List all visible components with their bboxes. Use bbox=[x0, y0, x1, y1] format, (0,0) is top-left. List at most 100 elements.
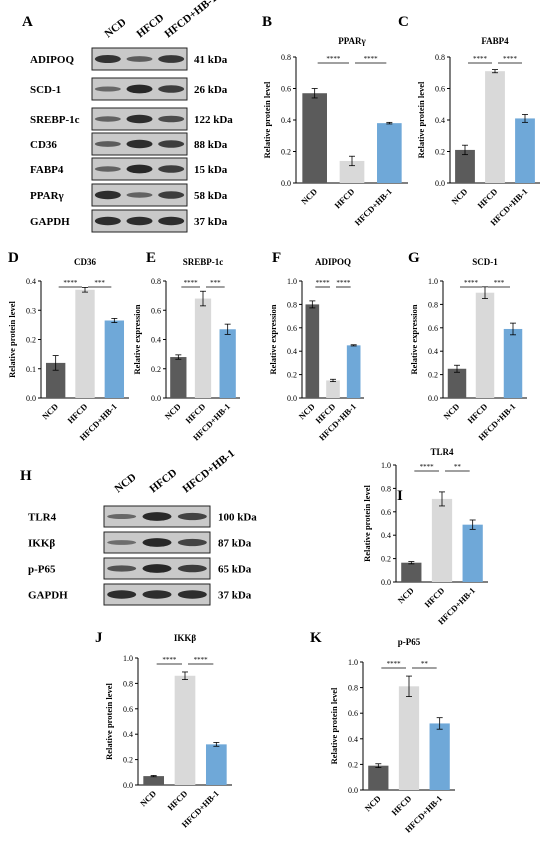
bar-ncd bbox=[143, 776, 165, 785]
blot-kda-label: 58 kDa bbox=[194, 190, 228, 202]
blot-kda-label: 88 kDa bbox=[194, 139, 228, 151]
x-tick-label-ncd: NCD bbox=[40, 401, 60, 421]
blot-kda-label: 122 kDa bbox=[194, 114, 233, 126]
blot-band bbox=[142, 590, 172, 599]
x-tick-label-ncd: NCD bbox=[441, 401, 461, 421]
significance-label: *** bbox=[94, 279, 105, 287]
bar-hfcd-hb-1 bbox=[515, 118, 535, 183]
y-axis-label: Relative expression bbox=[409, 304, 419, 374]
x-tick-label-ncd: NCD bbox=[449, 186, 469, 206]
y-tick-label: 0.0 bbox=[428, 394, 438, 403]
y-tick-label: 0.2 bbox=[26, 336, 36, 345]
blot-band bbox=[177, 538, 207, 547]
x-tick-label-hfcd: HFCD bbox=[65, 401, 89, 425]
blot-band bbox=[158, 115, 185, 123]
chart-title: CD36 bbox=[74, 257, 96, 267]
y-tick-label: 0.6 bbox=[287, 324, 297, 333]
chart-title: ADIPOQ bbox=[315, 257, 351, 267]
significance-label: **** bbox=[162, 656, 177, 664]
y-tick-label: 0.0 bbox=[151, 394, 161, 403]
significance-label: **** bbox=[316, 279, 331, 287]
y-tick-label: 0.0 bbox=[435, 179, 445, 188]
y-tick-label: 0.2 bbox=[435, 148, 445, 157]
y-tick-label: 0.8 bbox=[348, 684, 358, 693]
y-tick-label: 0.2 bbox=[123, 756, 133, 765]
chart-panel-j: J IKKβ 0.0 0.2 0.4 0.6 0.8 1.0 Relative protein … bbox=[95, 630, 232, 830]
bar-hfcd-hb-1 bbox=[219, 329, 236, 398]
blot-protein-label: SCD-1 bbox=[30, 84, 61, 96]
blot-panel-h: H NCD HFCD HFCD+HB-1 TLR4 100 kDa IKKβ 87 kDa p-… bbox=[20, 447, 257, 606]
blot-kda-label: 100 kDa bbox=[218, 512, 257, 524]
blot-band bbox=[142, 564, 172, 573]
blot-band bbox=[107, 513, 137, 520]
x-tick-label-hfcd: HFCD bbox=[465, 401, 489, 425]
panel-letter: C bbox=[398, 14, 409, 30]
panel-letter: J bbox=[95, 630, 103, 646]
bar-hfcd bbox=[475, 292, 495, 398]
significance-label: **** bbox=[364, 55, 379, 63]
blot-kda-label: 37 kDa bbox=[218, 590, 252, 602]
significance-label: **** bbox=[326, 55, 341, 63]
y-tick-label: 0.1 bbox=[26, 365, 36, 374]
y-tick-label: 0.6 bbox=[435, 85, 445, 94]
blot-band bbox=[94, 166, 121, 172]
blot-band bbox=[158, 85, 185, 93]
y-tick-label: 0.0 bbox=[287, 394, 297, 403]
blot-protein-label: PPARγ bbox=[30, 190, 64, 202]
bar-hfcd bbox=[398, 686, 420, 790]
y-tick-label: 0.0 bbox=[26, 394, 36, 403]
y-tick-label: 1.0 bbox=[381, 461, 391, 470]
blot-band bbox=[177, 512, 207, 521]
significance-label: *** bbox=[210, 279, 221, 287]
blot-band bbox=[177, 590, 207, 599]
blot-band bbox=[107, 540, 137, 545]
x-tick-label-ncd: NCD bbox=[363, 793, 383, 813]
blot-protein-label: IKKβ bbox=[28, 538, 55, 550]
significance-label: **** bbox=[63, 279, 78, 287]
y-tick-label: 0.2 bbox=[151, 365, 161, 374]
y-tick-label: 0.0 bbox=[381, 578, 391, 587]
blot-kda-label: 87 kDa bbox=[218, 538, 252, 550]
y-tick-label: 0.4 bbox=[26, 277, 36, 286]
blot-band bbox=[107, 590, 137, 599]
blot-band bbox=[158, 165, 185, 173]
y-tick-label: 0.6 bbox=[428, 324, 438, 333]
lane-label-hfcd: HFCD bbox=[147, 467, 179, 496]
y-tick-label: 0.6 bbox=[281, 85, 291, 94]
y-axis-label: Relative expression bbox=[268, 304, 278, 374]
y-tick-label: 0.8 bbox=[435, 53, 445, 62]
chart-title: SCD-1 bbox=[472, 257, 498, 267]
y-tick-label: 0.0 bbox=[281, 179, 291, 188]
bar-ncd bbox=[305, 304, 320, 398]
bar-hfcd-hb-1 bbox=[205, 744, 227, 785]
y-axis-label: Relative protein level bbox=[104, 682, 114, 759]
y-tick-label: 0.8 bbox=[123, 679, 133, 688]
y-tick-label: 0.4 bbox=[435, 116, 445, 125]
y-tick-label: 0.6 bbox=[348, 709, 358, 718]
significance-label: **** bbox=[336, 279, 351, 287]
blot-band bbox=[158, 216, 185, 226]
y-tick-label: 0.6 bbox=[151, 306, 161, 315]
y-axis-label: Relative protein level bbox=[362, 484, 372, 561]
y-tick-label: 0.4 bbox=[381, 531, 391, 540]
y-tick-label: 0.8 bbox=[287, 300, 297, 309]
x-tick-label-hfcd: HFCD bbox=[475, 186, 499, 210]
blot-kda-label: 15 kDa bbox=[194, 164, 228, 176]
significance-label: **** bbox=[420, 463, 435, 471]
chart-title: SREBP-1c bbox=[183, 257, 224, 267]
lane-label-ncd: NCD bbox=[112, 471, 138, 495]
y-tick-label: 0.2 bbox=[428, 371, 438, 380]
blot-band bbox=[158, 140, 185, 148]
significance-label: ** bbox=[454, 463, 462, 471]
blot-band bbox=[126, 56, 153, 62]
bar-hfcd bbox=[326, 380, 340, 398]
y-axis-label: Relative protein level bbox=[7, 300, 17, 377]
y-tick-label: 0.4 bbox=[151, 336, 161, 345]
y-tick-label: 0.2 bbox=[281, 148, 291, 157]
bar-ncd bbox=[45, 362, 66, 398]
panel-letter: G bbox=[408, 250, 420, 266]
bar-hfcd-hb-1 bbox=[503, 328, 523, 398]
bar-hfcd bbox=[485, 71, 505, 183]
bar-hfcd-hb-1 bbox=[462, 524, 483, 582]
